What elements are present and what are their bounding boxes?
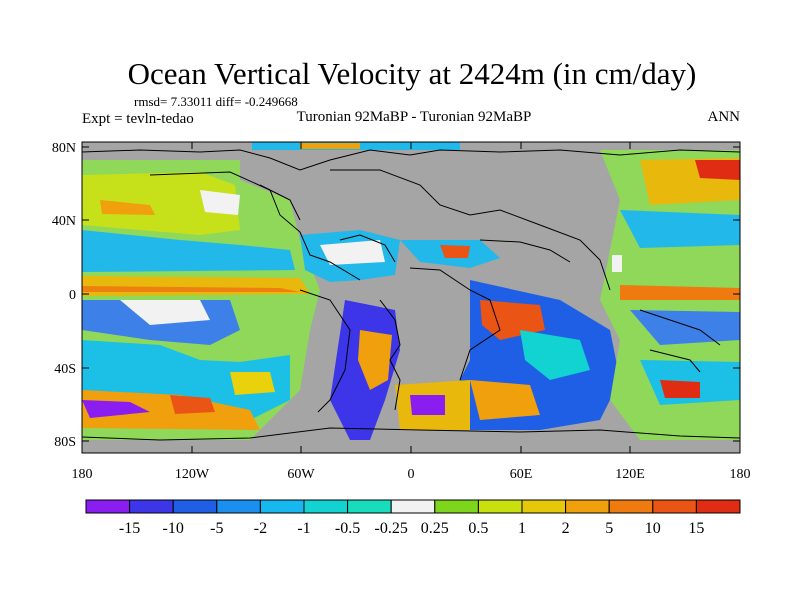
colorbar: -15 -10 -5 -2 -1 -0.5 -0.25 0.25 0.5 1 2 5 10 15: [85, 499, 741, 537]
colorbar-label: -1: [297, 520, 310, 537]
y-tick-label: 80N: [52, 141, 76, 156]
continent-outlines: [82, 149, 740, 441]
ocean-field-atlantic: [252, 142, 500, 440]
x-tick-label: 180: [730, 467, 751, 482]
colorbar-label: -5: [210, 520, 223, 537]
colorbar-swatch: [216, 499, 261, 514]
colorbar-swatch: [390, 499, 436, 514]
ocean-field-pacific-east: [600, 150, 740, 440]
x-tick-label: 60E: [510, 467, 533, 482]
colorbar-label: -10: [163, 520, 184, 537]
colorbar-swatch: [347, 499, 392, 514]
x-axis: 180 120W 60W 0 60E 120E 180: [72, 142, 751, 482]
map-title: Ocean Vertical Velocity at 2424m (in cm/…: [128, 56, 697, 91]
colorbar-swatch: [259, 499, 305, 514]
expt-line: Expt = tevln-tedao: [82, 111, 194, 127]
colorbar-swatch: [172, 499, 218, 514]
comparison-line: Turonian 92MaBP - Turonian 92MaBP: [297, 109, 532, 125]
x-tick-label: 0: [408, 467, 415, 482]
colorbar-label: -15: [119, 520, 140, 537]
y-axis: 80N 40N 0 40S 80S: [52, 141, 740, 450]
colorbar-label: 2: [562, 520, 570, 537]
colorbar-swatch: [129, 499, 174, 514]
colorbar-swatch: [565, 499, 610, 514]
map-panel: [82, 142, 740, 453]
stats-line: rmsd= 7.33011 diff= -0.249668: [134, 94, 298, 109]
colorbar-swatches: [85, 499, 741, 514]
y-tick-label: 40N: [52, 214, 76, 229]
colorbar-swatch: [521, 499, 567, 514]
colorbar-label: 0.5: [468, 520, 488, 537]
colorbar-label: -0.25: [375, 520, 408, 537]
ocean-field-pacific-west: [82, 160, 320, 440]
colorbar-swatch: [695, 499, 741, 514]
colorbar-label: -0.5: [335, 520, 360, 537]
colorbar-swatch: [303, 499, 349, 514]
colorbar-swatch: [477, 499, 523, 514]
ocean-field-indian: [395, 280, 620, 430]
x-tick-label: 60W: [287, 467, 315, 482]
colorbar-swatch: [85, 499, 131, 514]
colorbar-label: 0.25: [421, 520, 449, 537]
y-tick-label: 0: [69, 288, 76, 303]
colorbar-swatch: [652, 499, 697, 514]
colorbar-labels: -15 -10 -5 -2 -1 -0.5 -0.25 0.25 0.5 1 2 5 10 15: [119, 520, 704, 537]
y-tick-label: 40S: [54, 362, 76, 377]
colorbar-label: -2: [254, 520, 267, 537]
x-tick-label: 180: [72, 467, 93, 482]
colorbar-label: 5: [605, 520, 613, 537]
colorbar-swatch: [434, 499, 479, 514]
colorbar-label: 1: [518, 520, 526, 537]
x-tick-label: 120E: [615, 467, 645, 482]
season-label: ANN: [708, 109, 741, 125]
colorbar-swatch: [608, 499, 654, 514]
colorbar-label: 10: [645, 520, 661, 537]
colorbar-label: 15: [688, 520, 704, 537]
y-tick-label: 80S: [54, 435, 76, 450]
x-tick-label: 120W: [175, 467, 210, 482]
